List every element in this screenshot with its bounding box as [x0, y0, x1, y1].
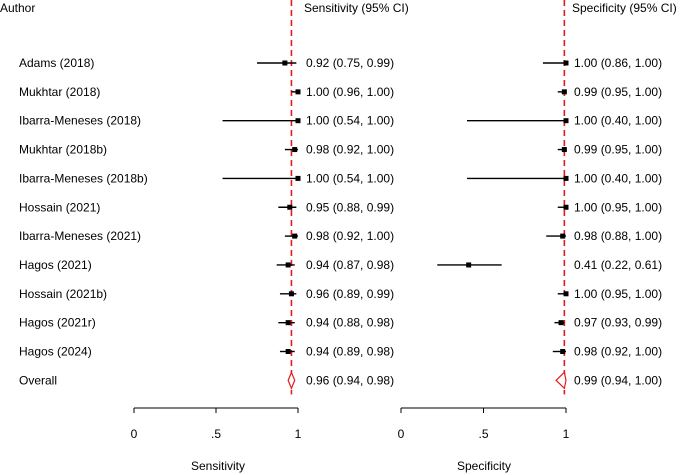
specificity-point-estimate [563, 60, 569, 66]
overall-label: Overall [19, 373, 57, 387]
sensitivity-ci-label: 0.96 (0.89, 0.99) [306, 287, 394, 301]
specificity-tick-label: .5 [478, 427, 488, 441]
specificity-ci-label: 0.99 (0.95, 1.00) [574, 85, 662, 99]
study-name: Hagos (2021) [19, 258, 92, 272]
sensitivity-point-estimate [288, 291, 294, 297]
specificity-tick-label: 0 [398, 427, 405, 441]
specificity-ci-label: 1.00 (0.40, 1.00) [574, 114, 662, 128]
study-name: Ibarra-Meneses (2018) [19, 114, 141, 128]
specificity-header: Specificity (95% CI) [572, 1, 677, 15]
specificity-point-estimate [466, 262, 472, 268]
sensitivity-point-estimate [287, 204, 293, 210]
specificity-point-estimate [563, 204, 569, 210]
specificity-point-estimate [558, 320, 564, 326]
sensitivity-tick-label: .5 [211, 427, 221, 441]
sensitivity-point-estimate [295, 89, 301, 95]
sensitivity-point-estimate [295, 175, 301, 181]
specificity-ci-label: 1.00 (0.40, 1.00) [574, 171, 662, 185]
study-name: Ibarra-Meneses (2021) [19, 229, 141, 243]
sensitivity-ci-label: 1.00 (0.96, 1.00) [306, 85, 394, 99]
study-name: Adams (2018) [19, 56, 94, 70]
specificity-overall-diamond [555, 371, 567, 390]
sensitivity-ci-label: 0.94 (0.88, 0.98) [306, 316, 394, 330]
sensitivity-overall-ci-label: 0.96 (0.94, 0.98) [306, 373, 394, 387]
sensitivity-axis-title: Sensitivity [191, 459, 245, 473]
specificity-ci-label: 0.98 (0.88, 1.00) [574, 229, 662, 243]
sensitivity-tick-label: 0 [131, 427, 138, 441]
sensitivity-point-estimate [295, 118, 301, 124]
sensitivity-ci-label: 0.98 (0.92, 1.00) [306, 229, 394, 243]
specificity-ci-label: 0.41 (0.22, 0.61) [574, 258, 662, 272]
sensitivity-ci-label: 0.94 (0.89, 0.98) [306, 345, 394, 359]
study-name: Hagos (2024) [19, 345, 92, 359]
sensitivity-point-estimate [292, 147, 298, 153]
specificity-point-estimate [561, 89, 567, 95]
study-name: Ibarra-Meneses (2018b) [19, 171, 148, 185]
sensitivity-tick-label: 1 [295, 427, 302, 441]
sensitivity-point-estimate [285, 262, 291, 268]
specificity-ci-label: 0.98 (0.92, 1.00) [574, 345, 662, 359]
specificity-ci-label: 0.99 (0.95, 1.00) [574, 143, 662, 157]
sensitivity-ci-label: 1.00 (0.54, 1.00) [306, 171, 394, 185]
specificity-ci-label: 1.00 (0.86, 1.00) [574, 56, 662, 70]
sensitivity-point-estimate [292, 233, 298, 239]
specificity-point-estimate [560, 349, 566, 354]
specificity-axis-title: Specificity [457, 459, 511, 473]
specificity-point-estimate [560, 233, 566, 239]
specificity-point-estimate [561, 147, 567, 153]
specificity-point-estimate [563, 175, 569, 181]
sensitivity-point-estimate [282, 60, 288, 66]
sensitivity-header: Sensitivity (95% CI) [304, 1, 409, 15]
study-name: Mukhtar (2018) [19, 85, 100, 99]
sensitivity-ci-label: 0.98 (0.92, 1.00) [306, 143, 394, 157]
specificity-overall-ci-label: 0.99 (0.94, 1.00) [574, 373, 662, 387]
sensitivity-ci-label: 0.95 (0.88, 0.99) [306, 200, 394, 214]
specificity-ci-label: 1.00 (0.95, 1.00) [574, 200, 662, 214]
specificity-point-estimate [563, 291, 569, 297]
study-name: Mukhtar (2018b) [19, 143, 107, 157]
study-name: Hossain (2021) [19, 200, 100, 214]
author-header: Author [0, 1, 35, 15]
study-name: Hagos (2021r) [19, 316, 96, 330]
sensitivity-ci-label: 0.92 (0.75, 0.99) [306, 56, 394, 70]
study-name: Hossain (2021b) [19, 287, 107, 301]
sensitivity-ci-label: 0.94 (0.87, 0.98) [306, 258, 394, 272]
specificity-tick-label: 1 [563, 427, 570, 441]
sensitivity-point-estimate [285, 320, 291, 326]
specificity-ci-label: 1.00 (0.95, 1.00) [574, 287, 662, 301]
sensitivity-ci-label: 1.00 (0.54, 1.00) [306, 114, 394, 128]
specificity-ci-label: 0.97 (0.93, 0.99) [574, 316, 662, 330]
sensitivity-point-estimate [285, 349, 291, 354]
specificity-point-estimate [563, 118, 569, 124]
sensitivity-overall-diamond [287, 370, 296, 390]
